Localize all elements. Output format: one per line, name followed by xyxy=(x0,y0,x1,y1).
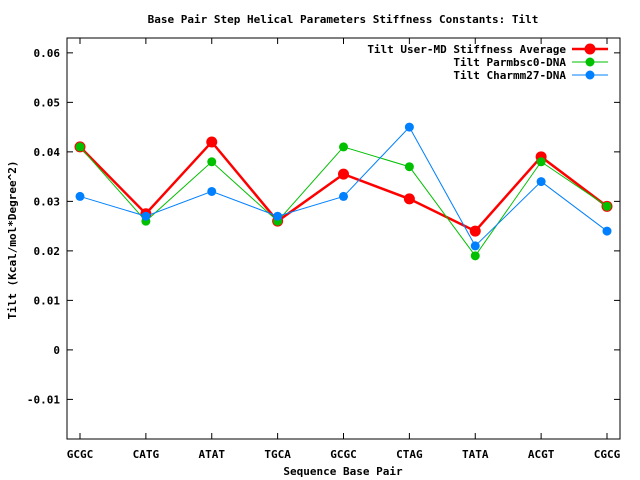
x-tick-label: ATAT xyxy=(199,448,226,461)
legend-marker xyxy=(585,70,595,80)
series-point xyxy=(339,142,348,152)
series-point xyxy=(404,162,414,172)
series-point xyxy=(602,226,612,236)
series-point xyxy=(602,201,612,211)
legend-label: Tilt User-MD Stiffness Average xyxy=(367,43,566,56)
x-axis: GCGC CATG ATAT TGCA GCGC CTAG TATA ACGT CGCG xyxy=(67,38,621,461)
x-tick-label: CTAG xyxy=(396,448,423,461)
series-layer xyxy=(74,122,613,261)
plot-frame xyxy=(66,37,621,440)
x-tick-label: GCGC xyxy=(67,448,94,461)
y-tick-label: 0.02 xyxy=(34,245,61,258)
y-tick-label: 0.03 xyxy=(34,195,61,208)
series-point xyxy=(470,241,480,251)
x-tick-label: GCGC xyxy=(330,448,357,461)
series-point xyxy=(338,168,349,180)
series-point xyxy=(273,211,283,221)
series-point xyxy=(536,177,546,187)
series-point xyxy=(207,157,217,167)
y-axis-label: Tilt (Kcal/mol*Degree^2) xyxy=(6,161,19,320)
series-point xyxy=(141,211,151,221)
series-line xyxy=(79,146,608,257)
chart-title: Base Pair Step Helical Parameters Stiffn… xyxy=(148,13,539,26)
y-axis: -0.01 0 0.01 0.02 0.03 0.04 0.05 0.06 xyxy=(27,47,620,406)
x-axis-label: Sequence Base Pair xyxy=(283,465,403,478)
x-tick-label: TGCA xyxy=(264,448,291,461)
series-point xyxy=(403,193,415,205)
legend-label: Tilt Charmm27-DNA xyxy=(453,69,566,82)
legend-marker xyxy=(585,57,595,67)
x-tick-label: ACGT xyxy=(528,448,555,461)
series-point xyxy=(206,136,218,148)
series-line xyxy=(79,140,608,233)
legend-marker xyxy=(584,43,596,55)
series-point xyxy=(75,191,85,201)
series-point xyxy=(470,251,480,261)
legend-label: Tilt Parmbsc0-DNA xyxy=(453,56,566,69)
series-point xyxy=(536,157,546,167)
x-tick-label: CGCG xyxy=(594,448,621,461)
y-tick-label: 0.06 xyxy=(34,47,61,60)
y-tick-label: -0.01 xyxy=(27,393,60,406)
series-point xyxy=(404,122,414,132)
y-tick-label: 0.05 xyxy=(34,96,61,109)
y-tick-label: 0.01 xyxy=(34,294,61,307)
series-point xyxy=(75,142,85,152)
series-point xyxy=(207,186,217,196)
y-tick-label: 0.04 xyxy=(34,146,61,159)
x-tick-label: TATA xyxy=(462,448,489,461)
y-tick-label: 0 xyxy=(53,344,60,357)
series-point xyxy=(469,225,481,237)
series-point xyxy=(339,191,348,201)
x-tick-label: CATG xyxy=(133,448,160,461)
